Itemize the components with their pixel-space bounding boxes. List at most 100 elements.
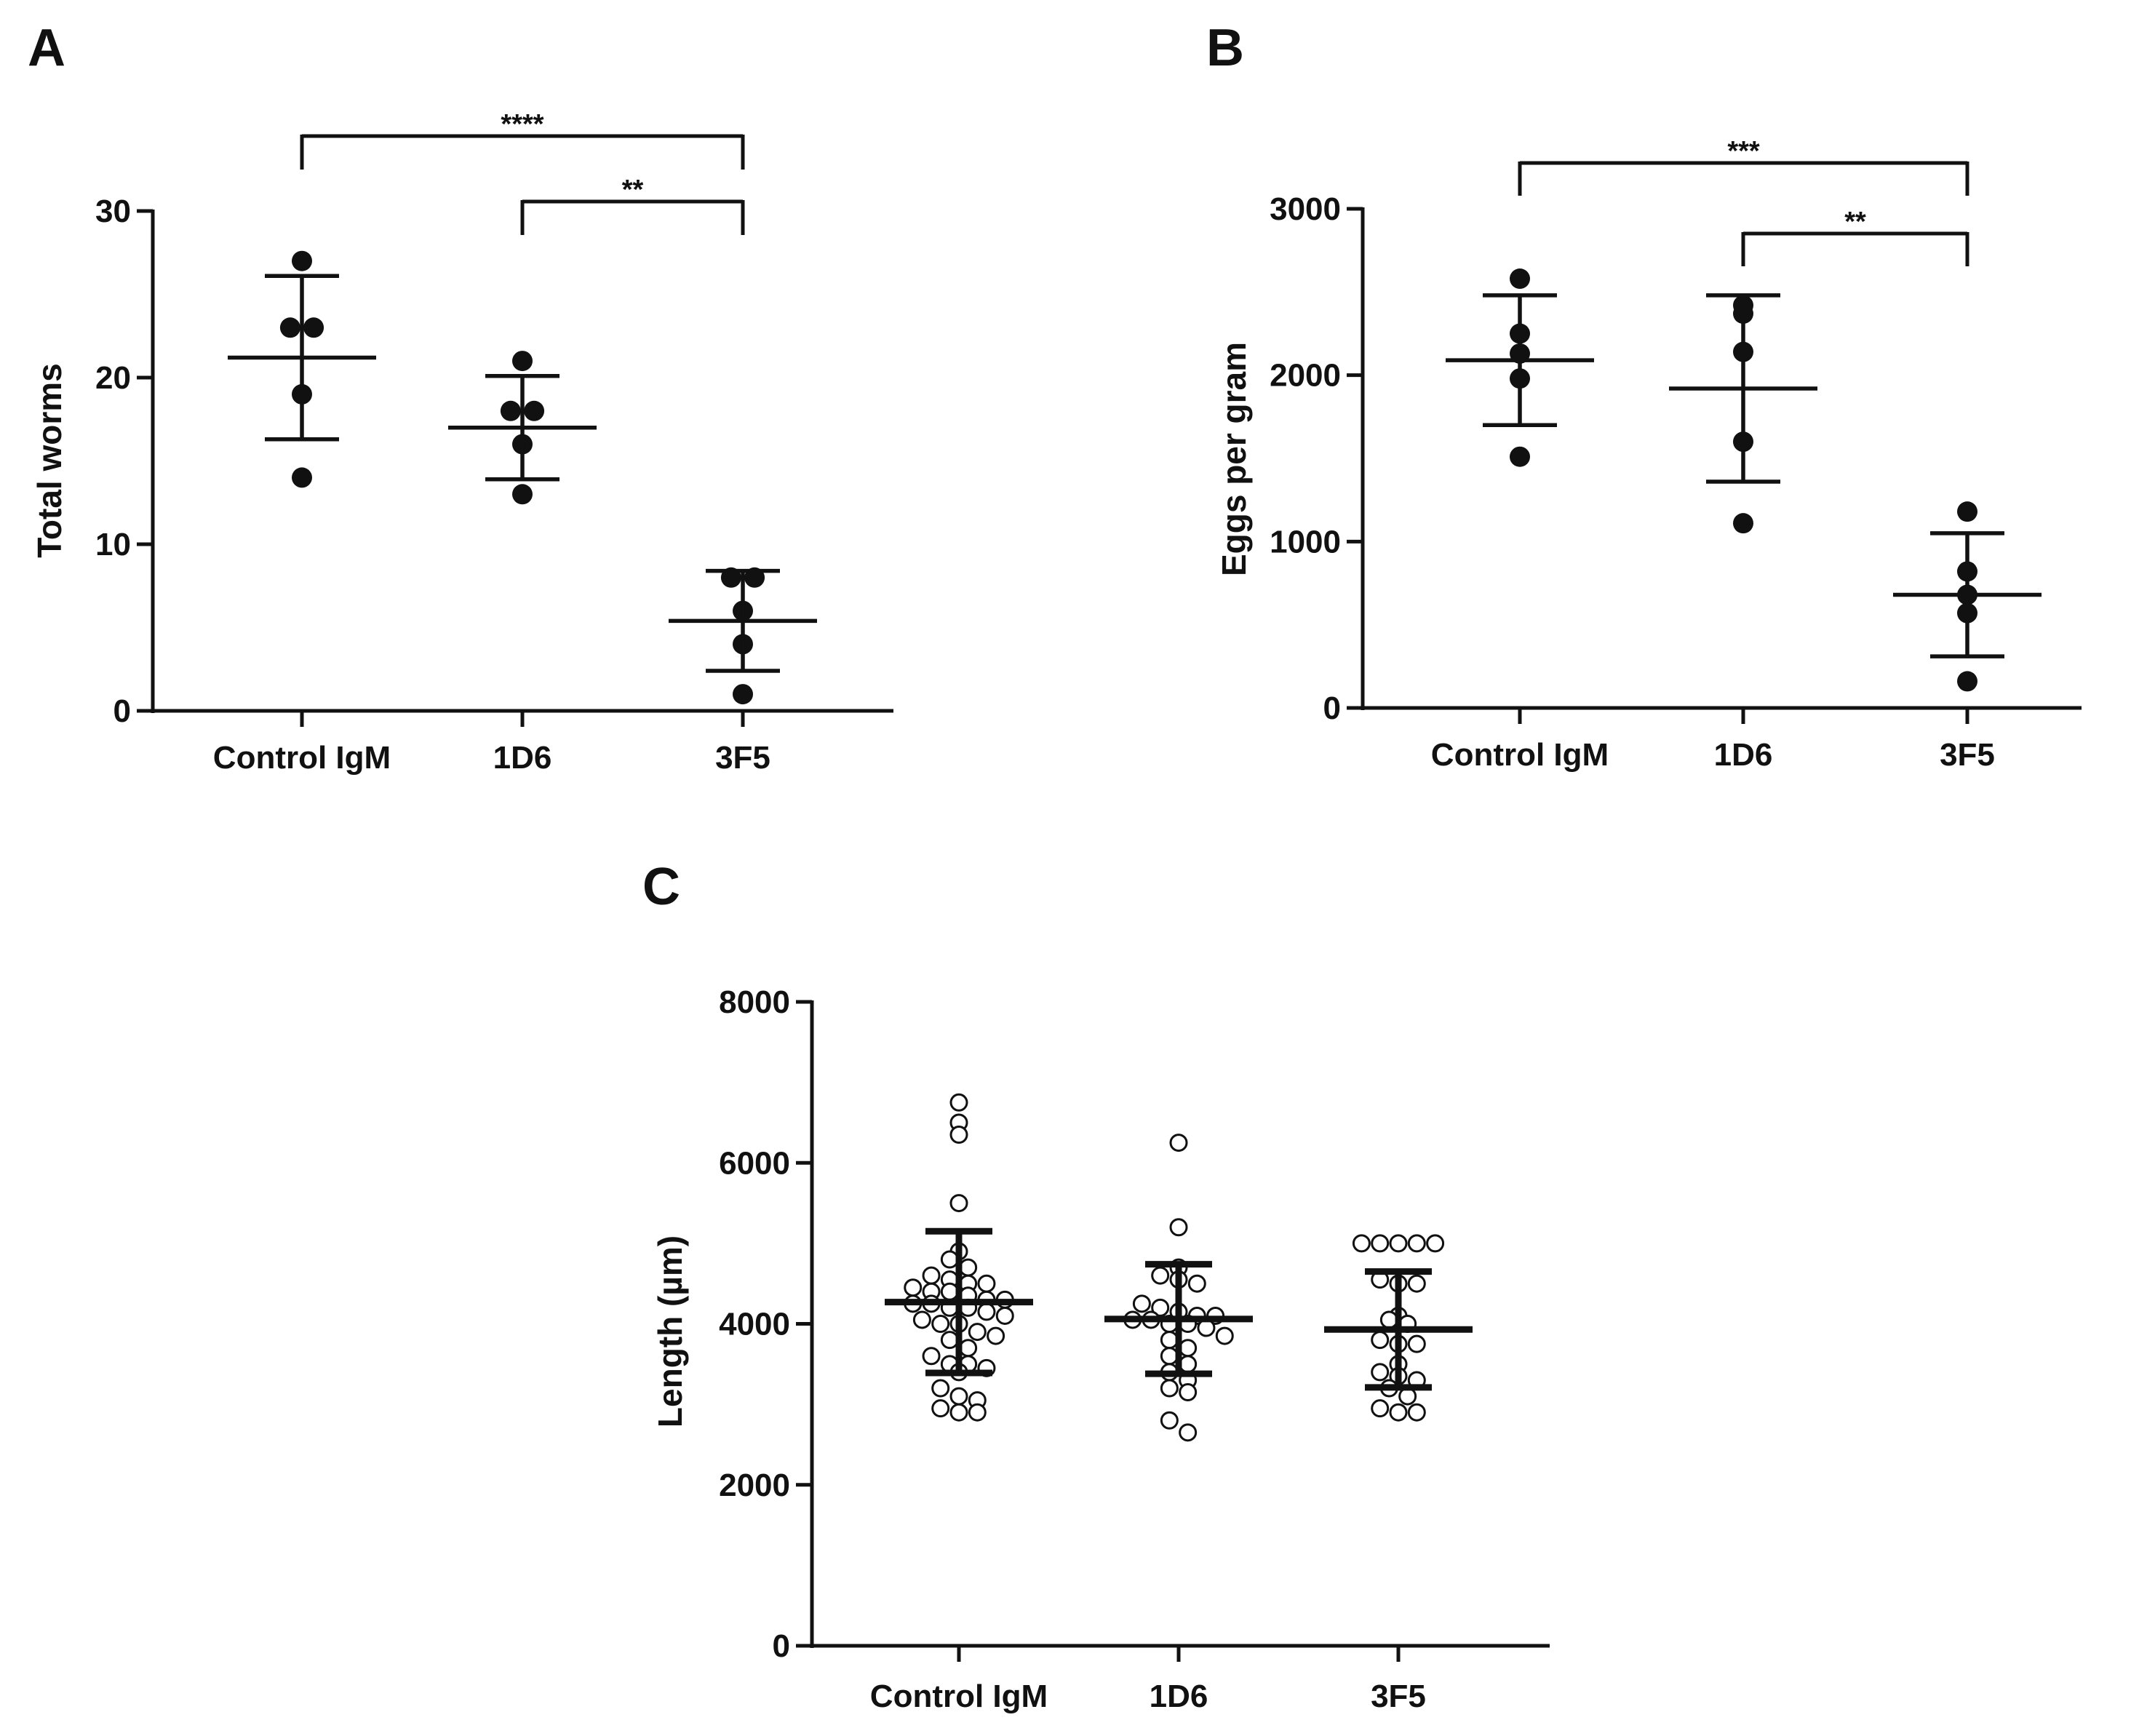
- data-point: [987, 1326, 1005, 1345]
- data-point: [500, 400, 521, 421]
- data-point: [940, 1250, 959, 1269]
- data-point: [1389, 1234, 1408, 1253]
- data-point: [292, 250, 312, 271]
- data-point: [1352, 1234, 1371, 1253]
- data-point: [1407, 1334, 1426, 1353]
- data-point: [949, 1194, 968, 1213]
- y-axis-title: Length (µm): [651, 1235, 689, 1428]
- significance-label: **: [1844, 207, 1866, 237]
- data-point: [1957, 501, 1977, 522]
- data-point: [904, 1278, 923, 1297]
- x-tick-label: 1D6: [493, 740, 552, 776]
- data-point: [1179, 1423, 1198, 1442]
- data-point: [995, 1306, 1014, 1325]
- data-point: [1179, 1355, 1198, 1374]
- data-point: [1160, 1347, 1179, 1366]
- data-point: [931, 1315, 950, 1333]
- x-tick-label: 3F5: [715, 740, 770, 776]
- x-tick-label: 3F5: [1940, 737, 1995, 773]
- data-point: [512, 484, 533, 505]
- panel-letter-b: B: [1206, 19, 1244, 77]
- data-point: [733, 684, 753, 705]
- x-tick-label: 1D6: [1150, 1679, 1208, 1714]
- data-point: [949, 1403, 968, 1422]
- data-point: [1160, 1411, 1179, 1430]
- data-point: [292, 467, 312, 488]
- data-point: [977, 1302, 996, 1321]
- data-point: [949, 1093, 968, 1112]
- data-point: [940, 1331, 959, 1350]
- data-point: [940, 1282, 959, 1301]
- significance-label: ***: [1727, 136, 1760, 167]
- data-point: [1160, 1379, 1179, 1398]
- y-tick-label: 2000: [1270, 358, 1341, 394]
- panel-letter-a: A: [28, 19, 65, 77]
- data-point: [931, 1379, 950, 1398]
- y-tick-label: 10: [95, 527, 131, 562]
- data-point: [949, 1126, 968, 1144]
- data-point: [922, 1266, 941, 1285]
- data-point: [512, 351, 533, 372]
- data-point: [1151, 1266, 1170, 1285]
- data-point: [1169, 1134, 1188, 1152]
- y-tick-label: 0: [113, 693, 131, 729]
- x-tick-label: Control IgM: [1431, 737, 1609, 773]
- data-point: [524, 400, 545, 421]
- y-axis-title: Total worms: [31, 363, 68, 558]
- data-point: [1371, 1331, 1390, 1350]
- y-tick-label: 30: [95, 194, 131, 229]
- data-point: [1407, 1274, 1426, 1293]
- data-point: [279, 317, 300, 338]
- data-point: [1179, 1383, 1198, 1402]
- y-tick-label: 8000: [719, 984, 790, 1020]
- y-tick-label: 0: [1323, 690, 1341, 726]
- data-point: [1407, 1234, 1426, 1253]
- data-point: [1215, 1326, 1234, 1345]
- x-tick-label: 1D6: [1714, 737, 1773, 773]
- data-point: [968, 1323, 987, 1342]
- data-point: [1389, 1403, 1408, 1422]
- y-tick-label: 20: [95, 360, 131, 396]
- y-tick-label: 4000: [719, 1307, 790, 1342]
- data-point: [303, 317, 324, 338]
- y-tick-label: 1000: [1270, 524, 1341, 560]
- data-point: [968, 1403, 987, 1422]
- data-point: [1510, 268, 1530, 290]
- data-point: [977, 1274, 996, 1293]
- data-point: [1426, 1234, 1445, 1253]
- data-point: [959, 1258, 978, 1277]
- data-point: [949, 1387, 968, 1406]
- data-point: [1371, 1234, 1390, 1253]
- data-point: [1179, 1339, 1198, 1358]
- y-tick-label: 6000: [719, 1145, 790, 1181]
- data-point: [1510, 446, 1530, 467]
- data-point: [1957, 671, 1977, 692]
- y-tick-label: 2000: [719, 1468, 790, 1503]
- data-point: [1187, 1274, 1206, 1293]
- significance-label: **: [622, 175, 644, 205]
- data-point: [959, 1339, 978, 1358]
- data-point: [931, 1399, 950, 1418]
- data-point: [1169, 1218, 1188, 1237]
- data-point: [922, 1347, 941, 1366]
- panel-b: B 0 1000 2000 3000 Control IgM 1D6 3F5 Eggs per …: [1206, 19, 2082, 773]
- panel-letter-c: C: [642, 858, 680, 916]
- data-point: [1733, 513, 1753, 534]
- data-point: [1160, 1331, 1179, 1350]
- data-point: [912, 1310, 931, 1329]
- x-tick-label: 3F5: [1371, 1679, 1426, 1714]
- data-point: [1371, 1399, 1390, 1418]
- y-tick-label: 3000: [1270, 191, 1341, 227]
- data-point: [1132, 1294, 1151, 1313]
- data-point: [1371, 1363, 1390, 1382]
- y-tick-label: 0: [773, 1628, 790, 1664]
- data-point: [1407, 1403, 1426, 1422]
- panel-c: C 0 2000 4000 6000 8000 Control IgM 1D6 3F5 Lengt…: [642, 858, 1550, 1714]
- x-tick-label: Control IgM: [213, 740, 391, 776]
- x-tick-label: Control IgM: [870, 1679, 1048, 1714]
- y-axis-title: Eggs per gram: [1215, 342, 1253, 576]
- significance-label: ****: [501, 109, 543, 140]
- data-point: [1379, 1310, 1398, 1329]
